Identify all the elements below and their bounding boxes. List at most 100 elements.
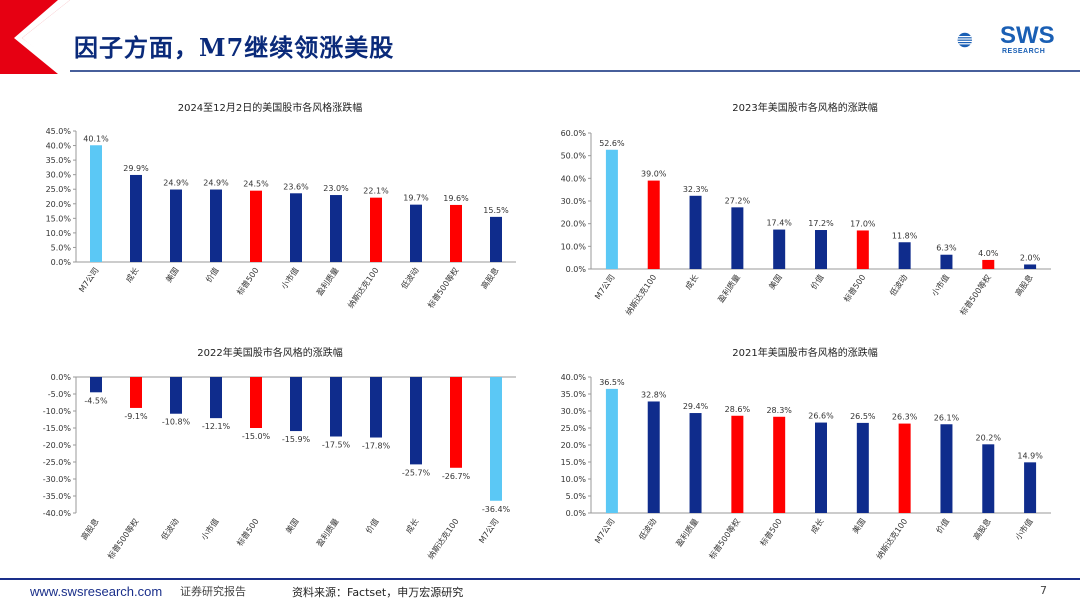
category-label: 标普500 [841,272,867,303]
data-label: 24.9% [203,179,229,188]
bar [130,377,142,408]
category-label: 高股息 [971,516,993,541]
data-label: -17.5% [322,441,351,450]
category-label: 纳斯达克100 [874,516,909,560]
category-label: 高股息 [79,516,101,541]
category-label: 纳斯达克100 [345,265,380,309]
category-label: 美国 [850,516,867,535]
data-label: 20.2% [976,433,1002,442]
y-tick-label: 35.0% [46,156,72,165]
data-label: -17.8% [362,442,391,451]
data-label: -26.7% [442,472,471,481]
data-label: 22.1% [363,187,389,196]
chart-2024: 2024至12月2日的美国股市各风格涨跌幅 0.0% 5.0% 10.0% 15.0% 2… [46,101,516,310]
data-label: 52.6% [599,139,625,148]
category-label: 标普500等权 [707,516,742,560]
bar [815,230,827,269]
chart-2022: 2022年美国股市各风格的涨跌幅 0.0% -5.0% -10.0% -15.0% -20… [43,346,516,561]
y-tick-label: 5.0% [566,492,587,501]
data-label: 6.3% [936,244,957,253]
data-label: 29.9% [123,164,149,173]
data-label: 19.6% [443,194,469,203]
y-tick-label: 0.0% [566,509,587,518]
chart-2021: 2021年美国股市各风格的涨跌幅 0.0% 5.0% 10.0% 15.0% 20.0% 2… [561,346,1051,561]
category-label: 价值 [363,516,380,535]
y-tick-label: 40.0% [561,174,587,183]
category-label: 标普500 [235,516,261,547]
category-label: 成长 [808,516,825,535]
data-label: 14.9% [1017,451,1043,460]
y-tick-label: 40.0% [46,142,72,151]
data-label: -36.4% [482,505,511,514]
bar [940,254,953,269]
y-tick-label: -20.0% [43,441,72,450]
sws-logo-icon [957,32,972,48]
chart-title: 2023年美国股市各风格的涨跌幅 [732,101,877,114]
bar [605,388,618,513]
y-tick-label: 20.0% [561,441,587,450]
category-label: 成长 [683,272,700,291]
category-label: 美国 [283,516,300,535]
bar [410,377,422,465]
category-label: 成长 [403,516,420,535]
data-label: 19.7% [403,194,429,203]
logo-subtext: RESEARCH [1002,48,1046,55]
category-label: 低波动 [399,265,421,290]
data-label: -9.1% [124,412,148,421]
bar [647,180,660,269]
y-tick-label: 10.0% [561,475,587,484]
data-label: 26.5% [850,412,876,421]
data-label: 27.2% [725,196,751,205]
bar [773,229,786,269]
data-label: 26.3% [892,413,918,422]
footer-url-link[interactable]: www.swsresearch.com [30,584,163,599]
y-tick-label: -15.0% [43,424,72,433]
data-label: -15.9% [282,435,311,444]
logo-text: SWS [1000,22,1055,49]
bar [605,149,618,269]
bar [250,190,262,262]
category-label: 低波动 [887,272,909,297]
y-tick-label: -5.0% [48,390,72,399]
y-tick-label: 0.0% [51,258,72,267]
category-label: M7公司 [477,517,500,545]
y-tick-label: 30.0% [46,171,72,180]
category-label: 标普500 [235,265,261,296]
page-number: 7 [1040,584,1047,597]
bar [940,424,953,513]
data-label: 17.4% [766,219,792,228]
data-label: 40.1% [83,134,109,143]
bar [815,422,827,513]
footer-report-label: 证券研究报告 [180,585,246,598]
bar [330,377,342,437]
chart-title: 2021年美国股市各风格的涨跌幅 [732,346,877,359]
data-label: 11.8% [892,231,918,240]
header-bar [0,0,1080,74]
data-label: 24.5% [243,180,269,189]
data-label: -12.1% [202,422,231,431]
category-label: 价值 [203,265,220,284]
category-label: 价值 [934,516,951,535]
bar [170,189,182,262]
category-label: 高股息 [479,265,501,290]
bar [856,422,869,513]
category-label: 小市值 [199,516,221,541]
category-label: 低波动 [159,516,181,541]
header-white-chevron [14,0,70,74]
bar [490,377,502,501]
data-label: 23.0% [323,184,349,193]
bar [773,416,786,513]
data-label: 17.0% [850,219,876,228]
data-label: 26.6% [808,412,834,421]
bar [210,189,222,262]
category-label: 标普500 [758,516,784,547]
y-tick-label: 25.0% [46,185,72,194]
data-label: 32.3% [683,185,709,194]
data-label: 26.1% [934,413,960,422]
bar [490,216,502,262]
category-label: 标普500等权 [105,516,140,560]
bar [90,377,102,393]
data-label: 39.0% [641,170,667,179]
y-tick-label: 10.0% [561,242,587,251]
bar [410,204,422,262]
